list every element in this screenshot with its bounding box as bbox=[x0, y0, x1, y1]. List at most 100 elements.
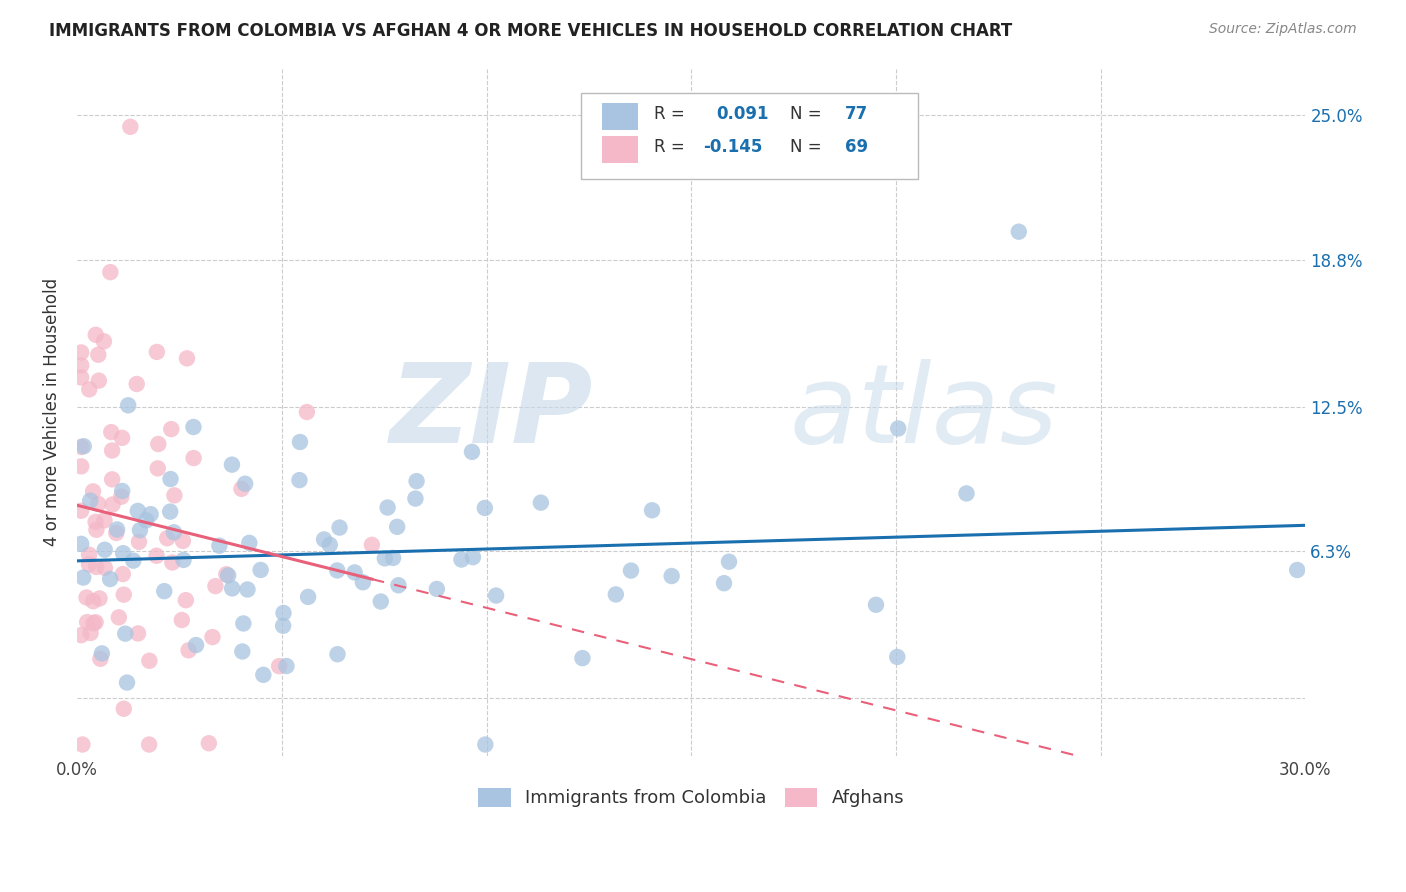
Point bbox=[129, 523, 152, 537]
Point bbox=[110, 490, 132, 504]
Point bbox=[139, 507, 162, 521]
Point bbox=[297, 590, 319, 604]
Point bbox=[93, 542, 115, 557]
Y-axis label: 4 or more Vehicles in Household: 4 or more Vehicles in Household bbox=[44, 278, 60, 547]
Point bbox=[382, 550, 405, 565]
Point bbox=[183, 451, 205, 466]
Point bbox=[70, 370, 93, 384]
Bar bbox=[602, 103, 638, 130]
Point bbox=[73, 439, 96, 453]
Point bbox=[72, 738, 94, 752]
Point bbox=[93, 334, 115, 349]
FancyBboxPatch shape bbox=[581, 93, 918, 178]
Point bbox=[233, 476, 256, 491]
Point bbox=[108, 610, 131, 624]
Point bbox=[221, 458, 243, 472]
Text: R =: R = bbox=[654, 105, 690, 123]
Point bbox=[84, 560, 107, 574]
Point bbox=[105, 526, 128, 541]
Point bbox=[461, 550, 484, 565]
Point bbox=[112, 588, 135, 602]
Point bbox=[271, 619, 294, 633]
Point bbox=[84, 515, 107, 529]
Point bbox=[387, 578, 409, 592]
Text: R =: R = bbox=[654, 138, 690, 156]
Point bbox=[127, 504, 149, 518]
Point bbox=[326, 564, 349, 578]
Point bbox=[146, 345, 169, 359]
Point bbox=[112, 546, 135, 560]
Point bbox=[605, 587, 627, 601]
Text: 0.091: 0.091 bbox=[716, 105, 768, 123]
Point bbox=[374, 551, 396, 566]
Point bbox=[84, 327, 107, 342]
Point bbox=[153, 584, 176, 599]
Point bbox=[111, 483, 134, 498]
Point bbox=[288, 435, 311, 450]
Point bbox=[72, 570, 94, 584]
Point bbox=[865, 598, 887, 612]
Point bbox=[93, 513, 115, 527]
Point bbox=[295, 405, 318, 419]
Point bbox=[955, 486, 977, 500]
Point bbox=[238, 536, 260, 550]
Point bbox=[713, 576, 735, 591]
Point bbox=[70, 537, 93, 551]
Point bbox=[405, 474, 427, 488]
Point bbox=[312, 533, 335, 547]
Point bbox=[163, 488, 186, 502]
Point bbox=[236, 582, 259, 597]
Point bbox=[159, 505, 181, 519]
Point bbox=[83, 616, 105, 631]
Point bbox=[174, 593, 197, 607]
Point bbox=[1286, 563, 1309, 577]
Point bbox=[127, 626, 149, 640]
Point bbox=[461, 445, 484, 459]
Point bbox=[156, 531, 179, 545]
Point bbox=[160, 422, 183, 436]
Point bbox=[79, 493, 101, 508]
Point bbox=[177, 643, 200, 657]
Point bbox=[82, 484, 104, 499]
Point bbox=[450, 552, 472, 566]
Point bbox=[100, 425, 122, 439]
Point bbox=[98, 265, 121, 279]
Point bbox=[101, 443, 124, 458]
Point bbox=[87, 497, 110, 511]
Point bbox=[101, 498, 124, 512]
Point bbox=[162, 556, 184, 570]
Point bbox=[201, 630, 224, 644]
Legend: Immigrants from Colombia, Afghans: Immigrants from Colombia, Afghans bbox=[471, 780, 911, 814]
Point bbox=[485, 589, 508, 603]
Point bbox=[208, 539, 231, 553]
Point bbox=[145, 549, 167, 563]
Point bbox=[326, 647, 349, 661]
Point bbox=[89, 591, 111, 606]
Point bbox=[352, 575, 374, 590]
Point bbox=[84, 615, 107, 630]
Text: atlas: atlas bbox=[790, 359, 1059, 466]
Point bbox=[252, 668, 274, 682]
Point bbox=[128, 534, 150, 549]
Point bbox=[105, 523, 128, 537]
Point bbox=[1008, 225, 1031, 239]
Text: N =: N = bbox=[790, 138, 827, 156]
Text: IMMIGRANTS FROM COLOMBIA VS AFGHAN 4 OR MORE VEHICLES IN HOUSEHOLD CORRELATION C: IMMIGRANTS FROM COLOMBIA VS AFGHAN 4 OR … bbox=[49, 22, 1012, 40]
Point bbox=[122, 554, 145, 568]
Point bbox=[112, 702, 135, 716]
Point bbox=[404, 491, 426, 506]
Point bbox=[217, 568, 239, 582]
Point bbox=[221, 582, 243, 596]
Point bbox=[86, 523, 108, 537]
Point bbox=[70, 504, 93, 518]
Point bbox=[87, 348, 110, 362]
Point bbox=[76, 591, 98, 605]
Point bbox=[231, 644, 253, 658]
Point bbox=[90, 647, 112, 661]
Text: N =: N = bbox=[790, 105, 827, 123]
Point bbox=[89, 652, 111, 666]
Text: 77: 77 bbox=[845, 105, 868, 123]
Point bbox=[172, 533, 194, 548]
Point bbox=[273, 606, 295, 620]
Point bbox=[198, 736, 221, 750]
